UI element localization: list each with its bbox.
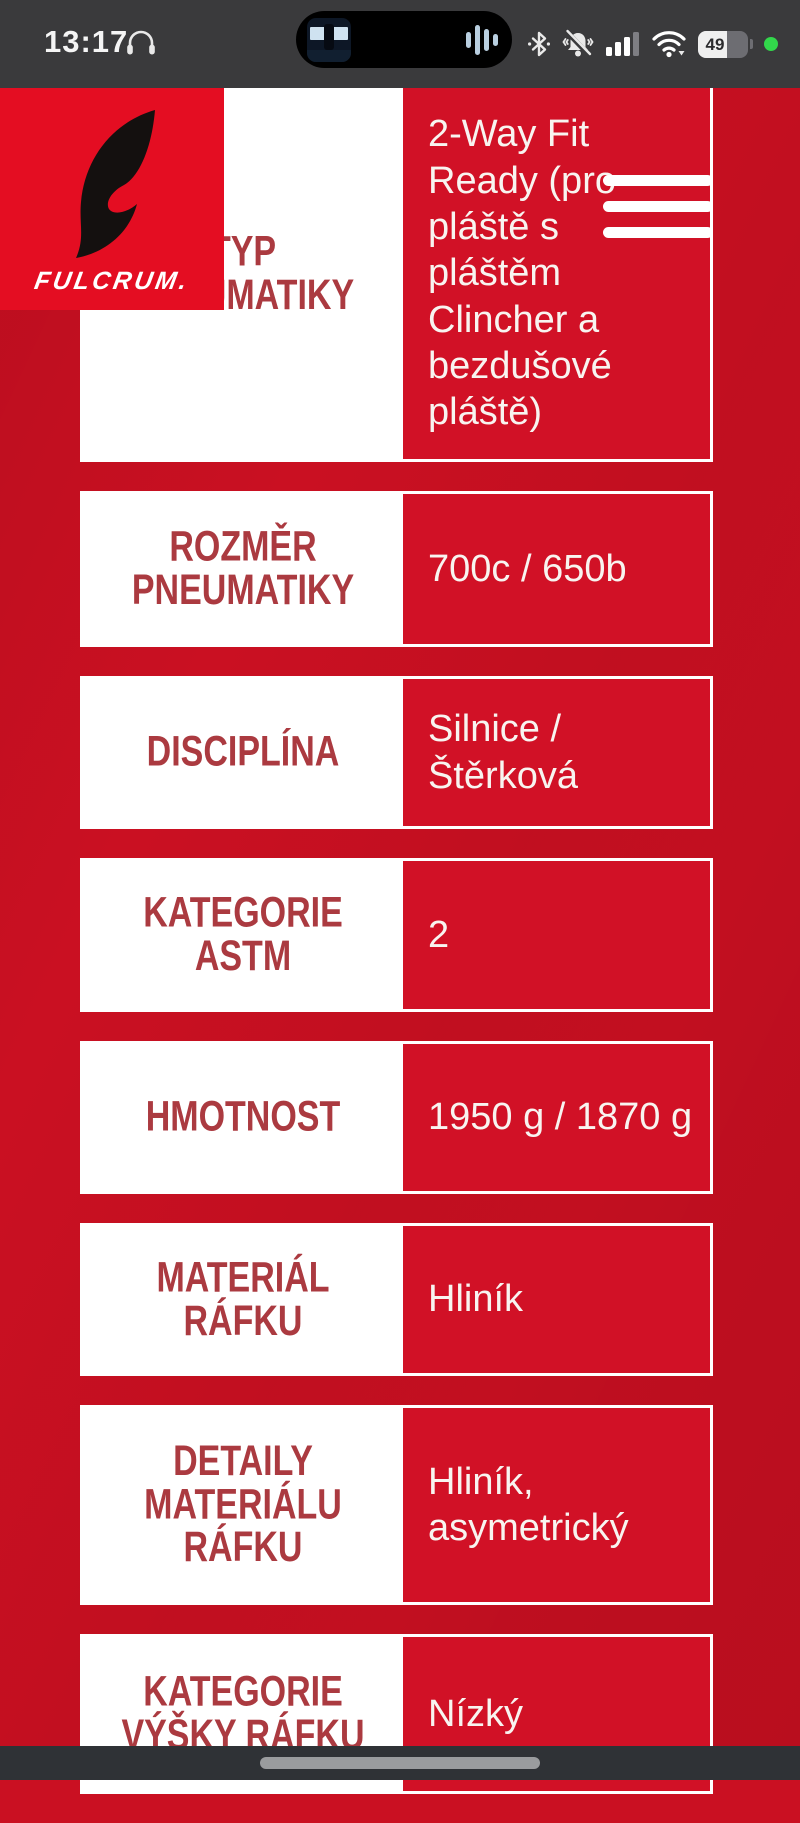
battery-percent: 49	[705, 34, 725, 54]
row-value-cell: 2	[403, 861, 710, 1009]
gesture-nav-bar	[0, 1746, 800, 1780]
table-row: TYP PNEUMATIKY 2-Way Fit Ready (pro pláš…	[80, 88, 713, 462]
row-value-cell: Hliník, asymetrický	[403, 1408, 710, 1602]
row-value-cell: Silnice / Štěrková	[403, 679, 710, 826]
row-value-cell: 700c / 650b	[403, 494, 710, 644]
page-background: TYP PNEUMATIKY 2-Way Fit Ready (pro pláš…	[0, 88, 800, 1794]
row-label-cell: ROZMĚR PNEUMATIKY	[83, 494, 403, 644]
row-label: HMOTNOST	[145, 1093, 341, 1141]
table-row: ROZMĚR PNEUMATIKY 700c / 650b	[80, 491, 713, 647]
row-label-cell: DISCIPLÍNA	[83, 679, 403, 826]
row-label: KATEGORIE ASTM	[143, 889, 343, 980]
row-label-cell: KATEGORIE ASTM	[83, 861, 403, 1009]
dynamic-island-media[interactable]	[296, 11, 512, 68]
table-row: DETAILY MATERIÁLU RÁFKU Hliník, asymetri…	[80, 1405, 713, 1605]
notifications-muted-icon	[562, 29, 594, 57]
row-label: MATERIÁL RÁFKU	[156, 1253, 330, 1345]
row-value: 1950 g / 1870 g	[428, 1096, 693, 1139]
fulcrum-f-icon	[76, 110, 155, 258]
battery-nub	[750, 39, 753, 49]
audio-waveform-icon	[466, 11, 498, 68]
fulcrum-wordmark: FULCRUM.	[32, 267, 192, 295]
table-row: KATEGORIE ASTM 2	[80, 858, 713, 1012]
row-value-cell: 2-Way Fit Ready (pro pláště s pláštěm Cl…	[403, 88, 710, 459]
row-value: Hliník, asymetrický	[428, 1460, 629, 1549]
row-label: KATEGORIE VÝŠKY RÁFKU	[121, 1668, 365, 1759]
status-time: 13:17	[44, 24, 129, 59]
cellular-signal-icon	[606, 32, 639, 56]
row-value: Hliník	[428, 1278, 524, 1321]
row-label: ROZMĚR PNEUMATIKY	[131, 523, 355, 614]
headphones-icon	[127, 30, 155, 55]
row-label: DETAILY MATERIÁLU RÁFKU	[144, 1437, 342, 1572]
wifi-icon	[652, 31, 686, 58]
row-label-cell: HMOTNOST	[83, 1044, 403, 1191]
row-value: Nízký	[428, 1692, 523, 1735]
row-value: 2-Way Fit Ready (pro pláště s pláštěm Cl…	[428, 113, 616, 434]
bluetooth-icon	[528, 31, 550, 57]
table-row: HMOTNOST 1950 g / 1870 g	[80, 1041, 713, 1194]
spec-table: TYP PNEUMATIKY 2-Way Fit Ready (pro pláš…	[80, 88, 713, 1823]
privacy-indicator-dot	[764, 37, 778, 51]
row-value: 2	[428, 913, 450, 956]
row-value-cell: Hliník	[403, 1226, 710, 1373]
album-art	[307, 18, 351, 62]
row-value: Silnice / Štěrková	[428, 708, 578, 797]
row-value-cell: 1950 g / 1870 g	[403, 1044, 710, 1191]
row-label: DISCIPLÍNA	[146, 728, 340, 776]
battery-icon: 49	[698, 30, 748, 58]
hamburger-menu-icon[interactable]	[603, 175, 713, 253]
table-row: MATERIÁL RÁFKU Hliník	[80, 1223, 713, 1376]
row-value: 700c / 650b	[428, 547, 627, 590]
status-icons: 49	[528, 0, 778, 88]
home-indicator[interactable]	[260, 1757, 540, 1769]
status-bar: 13:17	[0, 0, 800, 88]
table-row: DISCIPLÍNA Silnice / Štěrková	[80, 676, 713, 829]
row-label-cell: MATERIÁL RÁFKU	[83, 1226, 403, 1373]
row-label-cell: DETAILY MATERIÁLU RÁFKU	[83, 1408, 403, 1602]
fulcrum-logo[interactable]: FULCRUM.	[0, 88, 224, 310]
